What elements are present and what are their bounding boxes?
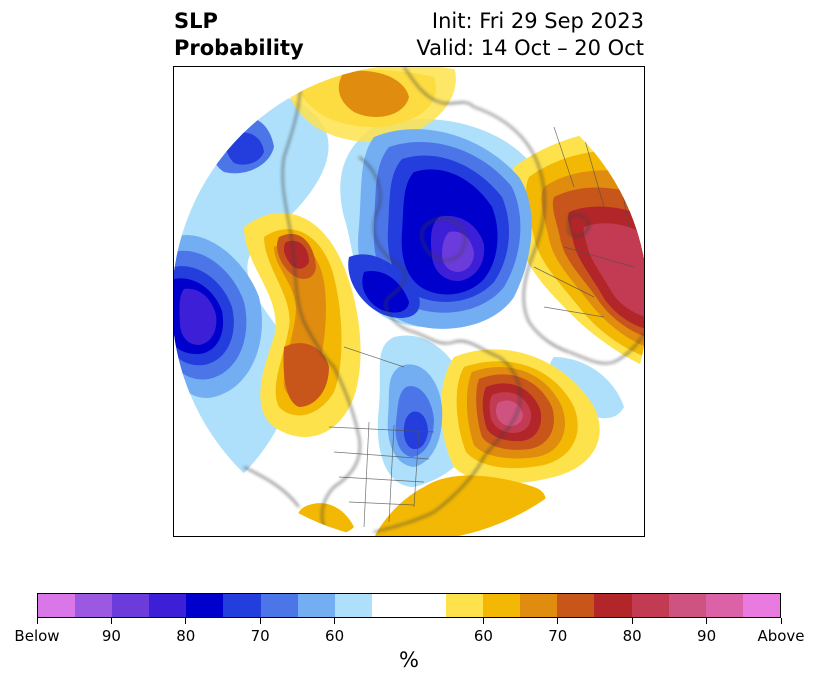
colorbar-tick-label: 70 — [548, 627, 568, 645]
colorbar-cell — [631, 594, 669, 617]
coastlines — [243, 67, 644, 536]
colorbar-cell — [38, 594, 76, 617]
polar-map — [174, 67, 644, 536]
colorbar-cell — [408, 594, 447, 617]
colorbar-tick-label: 90 — [101, 627, 121, 645]
colorbar-cell — [371, 594, 409, 617]
colorbar-cell — [75, 594, 113, 617]
colorbar-tick-label: 90 — [697, 627, 717, 645]
colorbar-tick-label: Below — [14, 627, 60, 645]
colorbar-tick-label: 70 — [250, 627, 270, 645]
below-normal-areas — [174, 116, 532, 467]
colorbar-unit: % — [399, 648, 419, 672]
colorbar-tick-label: 60 — [325, 627, 345, 645]
colorbar-cell — [594, 594, 632, 617]
colorbar-tick — [259, 618, 261, 624]
colorbar-cell — [483, 594, 521, 617]
colorbar-tick — [36, 618, 38, 624]
colorbar-tick — [334, 618, 336, 624]
colorbar-cell — [705, 594, 743, 617]
map-panel — [173, 66, 645, 537]
colorbar — [37, 593, 781, 618]
colorbar-tick — [631, 618, 633, 624]
above-normal-areas — [244, 67, 644, 536]
colorbar-tick-label: 80 — [622, 627, 642, 645]
title-right: Init: Fri 29 Sep 2023 Valid: 14 Oct – 20… — [416, 8, 644, 62]
colorbar-tick-label: 60 — [473, 627, 493, 645]
colorbar-cell — [112, 594, 150, 617]
colorbar-tick — [482, 618, 484, 624]
title-variable: SLP — [174, 9, 218, 33]
colorbar-cell — [520, 594, 558, 617]
title-left: SLP Probability — [174, 8, 304, 62]
colorbar-cell — [668, 594, 706, 617]
colorbar-cell — [186, 594, 224, 617]
valid-range: Valid: 14 Oct – 20 Oct — [416, 36, 644, 60]
colorbar-cell — [297, 594, 335, 617]
colorbar-tick — [706, 618, 708, 624]
colorbar-cell — [742, 594, 780, 617]
colorbar-tick — [780, 618, 782, 624]
colorbar-cell — [260, 594, 298, 617]
colorbar-cell — [446, 594, 484, 617]
colorbar-tick — [110, 618, 112, 624]
colorbar-cell — [334, 594, 372, 617]
colorbar-tick-label: Above — [757, 627, 805, 645]
colorbar-cell — [557, 594, 595, 617]
colorbar-cell — [223, 594, 261, 617]
init-date: Init: Fri 29 Sep 2023 — [431, 9, 644, 33]
colorbar-tick — [557, 618, 559, 624]
title-quantity: Probability — [174, 36, 304, 60]
colorbar-tick-label: 80 — [176, 627, 196, 645]
colorbar-cell — [149, 594, 187, 617]
colorbar-tick — [185, 618, 187, 624]
